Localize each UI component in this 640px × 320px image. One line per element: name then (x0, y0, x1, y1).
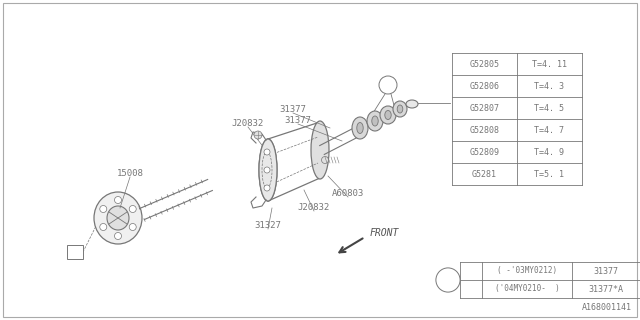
Circle shape (100, 223, 107, 230)
Text: G52805: G52805 (470, 60, 499, 68)
Text: T=4. 7: T=4. 7 (534, 125, 564, 134)
Circle shape (129, 205, 136, 212)
Text: ( -'03MY0212): ( -'03MY0212) (497, 267, 557, 276)
Text: T=5. 1: T=5. 1 (534, 170, 564, 179)
Text: T=4. 5: T=4. 5 (534, 103, 564, 113)
Circle shape (379, 76, 397, 94)
Text: G52809: G52809 (470, 148, 499, 156)
Text: J20832: J20832 (298, 203, 330, 212)
Circle shape (436, 268, 460, 292)
Text: 31377: 31377 (280, 105, 307, 114)
Text: G5281: G5281 (472, 170, 497, 179)
Ellipse shape (397, 105, 403, 113)
Text: 31377: 31377 (285, 116, 312, 124)
Ellipse shape (357, 123, 364, 133)
Ellipse shape (367, 111, 383, 131)
Circle shape (115, 196, 122, 204)
Ellipse shape (406, 100, 418, 108)
Ellipse shape (259, 139, 277, 201)
Circle shape (100, 205, 107, 212)
Text: 31377: 31377 (593, 267, 618, 276)
Ellipse shape (393, 101, 407, 117)
Text: G52808: G52808 (470, 125, 499, 134)
Text: FRONT: FRONT (370, 228, 399, 238)
Text: A60803: A60803 (332, 188, 364, 197)
Circle shape (264, 167, 270, 173)
Ellipse shape (352, 117, 368, 139)
Text: ①: ① (445, 276, 451, 284)
Text: ①: ① (385, 80, 391, 90)
Text: T=4. 9: T=4. 9 (534, 148, 564, 156)
Circle shape (115, 233, 122, 239)
Bar (67, 245, 83, 259)
Text: 31377*A: 31377*A (589, 284, 623, 293)
Circle shape (264, 185, 270, 191)
Text: ('04MY0210-  ): ('04MY0210- ) (495, 284, 559, 293)
Ellipse shape (94, 192, 142, 244)
Text: J20832: J20832 (232, 118, 264, 127)
Circle shape (129, 223, 136, 230)
Text: 15008: 15008 (116, 169, 143, 178)
Circle shape (321, 156, 328, 164)
Text: G52807: G52807 (470, 103, 499, 113)
Ellipse shape (380, 106, 396, 124)
Text: G52806: G52806 (470, 82, 499, 91)
Ellipse shape (107, 206, 129, 230)
Text: T=4. 3: T=4. 3 (534, 82, 564, 91)
Text: T=4. 11: T=4. 11 (532, 60, 567, 68)
Text: A: A (72, 247, 77, 257)
Text: A168001141: A168001141 (582, 303, 632, 312)
Circle shape (254, 131, 262, 139)
Ellipse shape (259, 139, 277, 201)
Circle shape (264, 149, 270, 155)
Text: 31327: 31327 (255, 220, 282, 229)
Ellipse shape (311, 121, 329, 179)
Ellipse shape (372, 116, 378, 126)
Ellipse shape (385, 110, 391, 119)
